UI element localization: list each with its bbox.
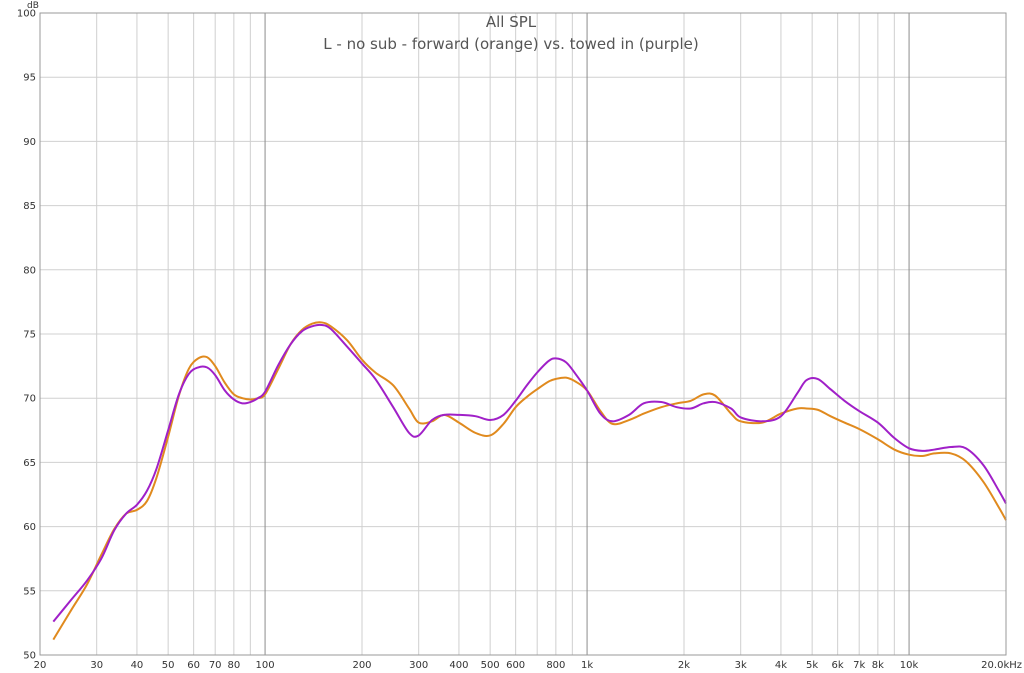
grid	[39, 12, 1007, 656]
y-tick-labels: 50 55 60 65 70 75 80 85 90 95 100	[17, 9, 36, 662]
x-tick-label: 4k	[775, 660, 787, 671]
x-tick-label: 30	[90, 660, 103, 671]
y-tick-label: 100	[17, 9, 36, 20]
chart-subtitle: L - no sub - forward (orange) vs. towed …	[323, 35, 698, 53]
y-tick-label: 60	[23, 522, 36, 533]
y-tick-label: 55	[23, 586, 36, 597]
y-tick-label: 95	[23, 73, 36, 84]
x-tick-label: 40	[131, 660, 144, 671]
series-line-2	[52, 323, 1007, 623]
chart-title: All SPL	[486, 13, 537, 31]
x-tick-label: 7k	[853, 660, 865, 671]
y-tick-label: 75	[23, 330, 36, 341]
series-layer	[52, 321, 1007, 641]
x-tick-label: 800	[546, 660, 565, 671]
y-axis-label: dB	[27, 1, 39, 11]
x-tick-label: 1k	[581, 660, 593, 671]
x-tick-label: 20	[34, 660, 47, 671]
x-tick-label: 6k	[832, 660, 844, 671]
x-tick-label: 300	[409, 660, 428, 671]
x-tick-label: 20.0kHz	[981, 660, 1022, 671]
axes	[39, 12, 1007, 656]
x-tick-label: 50	[162, 660, 175, 671]
x-tick-label: 10k	[900, 660, 919, 671]
y-tick-label: 80	[23, 265, 36, 276]
x-tick-label: 3k	[735, 660, 747, 671]
x-tick-label: 5k	[806, 660, 818, 671]
x-tick-label: 60	[187, 660, 200, 671]
x-tick-label: 70	[209, 660, 222, 671]
x-tick-label: 200	[352, 660, 371, 671]
x-tick-label: 400	[449, 660, 468, 671]
x-tick-label: 500	[481, 660, 500, 671]
x-tick-labels: 20 30 40 50 60 70 80 100 200 300 400 500 600 800 1k 2k 3…	[34, 660, 1022, 671]
y-tick-label: 85	[23, 201, 36, 212]
series-line-1	[52, 321, 1007, 641]
plot-frame	[39, 12, 1007, 656]
x-tick-label: 2k	[678, 660, 690, 671]
y-tick-label: 65	[23, 458, 36, 469]
x-tick-label: 100	[256, 660, 275, 671]
x-tick-label: 600	[506, 660, 525, 671]
x-tick-label: 80	[227, 660, 240, 671]
y-tick-label: 90	[23, 137, 36, 148]
y-tick-label: 50	[23, 651, 36, 662]
y-tick-label: 70	[23, 394, 36, 405]
x-tick-label: 8k	[872, 660, 884, 671]
